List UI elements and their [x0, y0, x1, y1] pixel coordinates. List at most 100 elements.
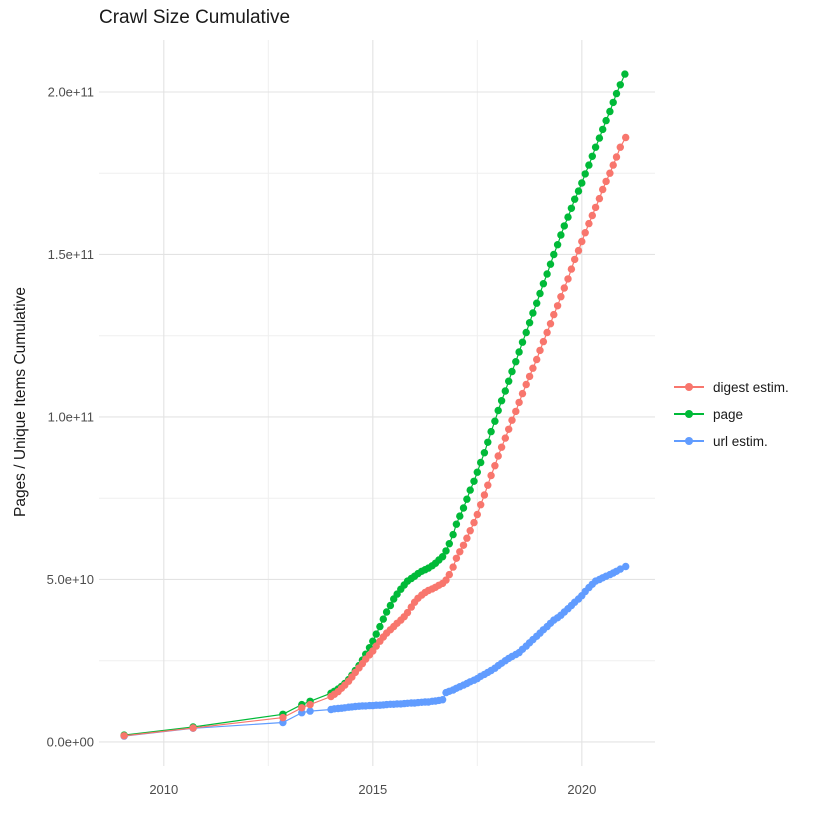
data-point	[581, 229, 589, 237]
data-point	[539, 337, 548, 346]
data-point	[588, 211, 596, 220]
data-point	[438, 553, 447, 561]
data-point	[546, 260, 555, 268]
data-point	[452, 554, 461, 562]
data-point	[599, 125, 607, 134]
data-point	[612, 89, 621, 98]
data-point	[487, 471, 495, 480]
legend-label-page: page	[713, 406, 744, 422]
data-point	[543, 328, 551, 337]
data-point	[456, 512, 464, 520]
data-point	[578, 179, 586, 187]
data-point	[574, 246, 583, 255]
data-point	[591, 203, 600, 212]
legend: digest estim. page url estim.	[674, 379, 789, 449]
data-point	[120, 732, 128, 740]
data-point	[550, 250, 558, 259]
series-page	[120, 70, 629, 739]
data-point	[463, 495, 471, 503]
data-point	[529, 309, 537, 317]
data-point	[585, 161, 593, 169]
data-point	[512, 358, 520, 366]
data-point	[306, 707, 314, 715]
data-point	[518, 338, 527, 346]
data-point	[497, 443, 506, 451]
data-point	[609, 98, 617, 107]
data-point	[477, 501, 485, 509]
x-tick-label: 2020	[567, 782, 596, 797]
legend-swatch-url-estim	[674, 433, 704, 449]
data-point	[438, 696, 447, 704]
data-point	[564, 213, 572, 221]
data-point	[497, 397, 506, 405]
data-point	[491, 462, 499, 470]
data-point	[382, 608, 391, 616]
data-point	[560, 222, 568, 230]
data-point	[567, 265, 576, 273]
data-point	[550, 310, 558, 319]
data-point	[473, 510, 481, 519]
data-point	[494, 406, 502, 415]
data-point	[459, 541, 468, 549]
data-point	[473, 468, 481, 476]
data-point	[372, 630, 380, 638]
data-point	[602, 116, 610, 125]
data-point	[622, 133, 630, 142]
data-point	[543, 270, 551, 278]
data-point	[442, 547, 450, 555]
data-point	[606, 107, 614, 116]
data-point	[616, 143, 624, 151]
series-url-estim	[120, 562, 630, 740]
data-point	[602, 177, 610, 186]
data-point	[616, 81, 624, 89]
data-point	[449, 563, 457, 571]
data-point	[508, 416, 516, 424]
data-point	[491, 417, 499, 425]
y-axis-title: Pages / Unique Items Cumulative	[12, 286, 29, 518]
data-point	[567, 204, 576, 212]
data-point	[557, 231, 565, 239]
data-point	[606, 169, 614, 177]
y-axis-tick-labels: 0.0e+00 5.0e+10 1.0e+11 1.5e+11 2.0e+11	[47, 84, 94, 749]
data-point	[621, 70, 629, 78]
data-point	[379, 615, 387, 623]
y-tick-label: 1.5e+11	[48, 247, 94, 262]
x-tick-label: 2010	[149, 782, 178, 797]
data-point	[553, 302, 562, 310]
data-point	[501, 434, 509, 442]
data-point	[522, 328, 530, 337]
data-point	[533, 355, 541, 364]
data-point	[557, 293, 565, 301]
data-point	[522, 380, 530, 389]
data-point	[452, 520, 461, 528]
data-point	[529, 364, 537, 372]
grid-major	[99, 40, 655, 766]
legend-swatch-digest-estim	[674, 379, 704, 395]
data-point	[609, 161, 617, 169]
data-point	[599, 185, 607, 194]
data-point	[539, 280, 548, 288]
data-point	[571, 195, 579, 203]
data-point	[533, 299, 541, 307]
data-point	[449, 530, 457, 539]
data-point	[612, 153, 621, 161]
data-point	[484, 481, 492, 489]
data-point	[525, 372, 534, 381]
legend-swatch-page	[674, 406, 704, 422]
data-point	[588, 152, 596, 160]
legend-item-page: page	[674, 406, 789, 422]
data-point	[501, 387, 509, 395]
data-point	[553, 241, 562, 249]
data-point	[536, 346, 544, 355]
data-point	[189, 724, 197, 732]
data-point	[591, 143, 600, 151]
x-axis-tick-labels: 2010 2015 2020	[149, 782, 596, 797]
data-point	[459, 504, 468, 512]
data-point	[445, 540, 453, 548]
data-point	[494, 452, 502, 460]
data-point	[470, 518, 478, 527]
data-point	[585, 219, 593, 228]
data-point	[466, 527, 474, 535]
y-tick-label: 0.0e+00	[47, 734, 94, 749]
data-point	[578, 237, 586, 246]
